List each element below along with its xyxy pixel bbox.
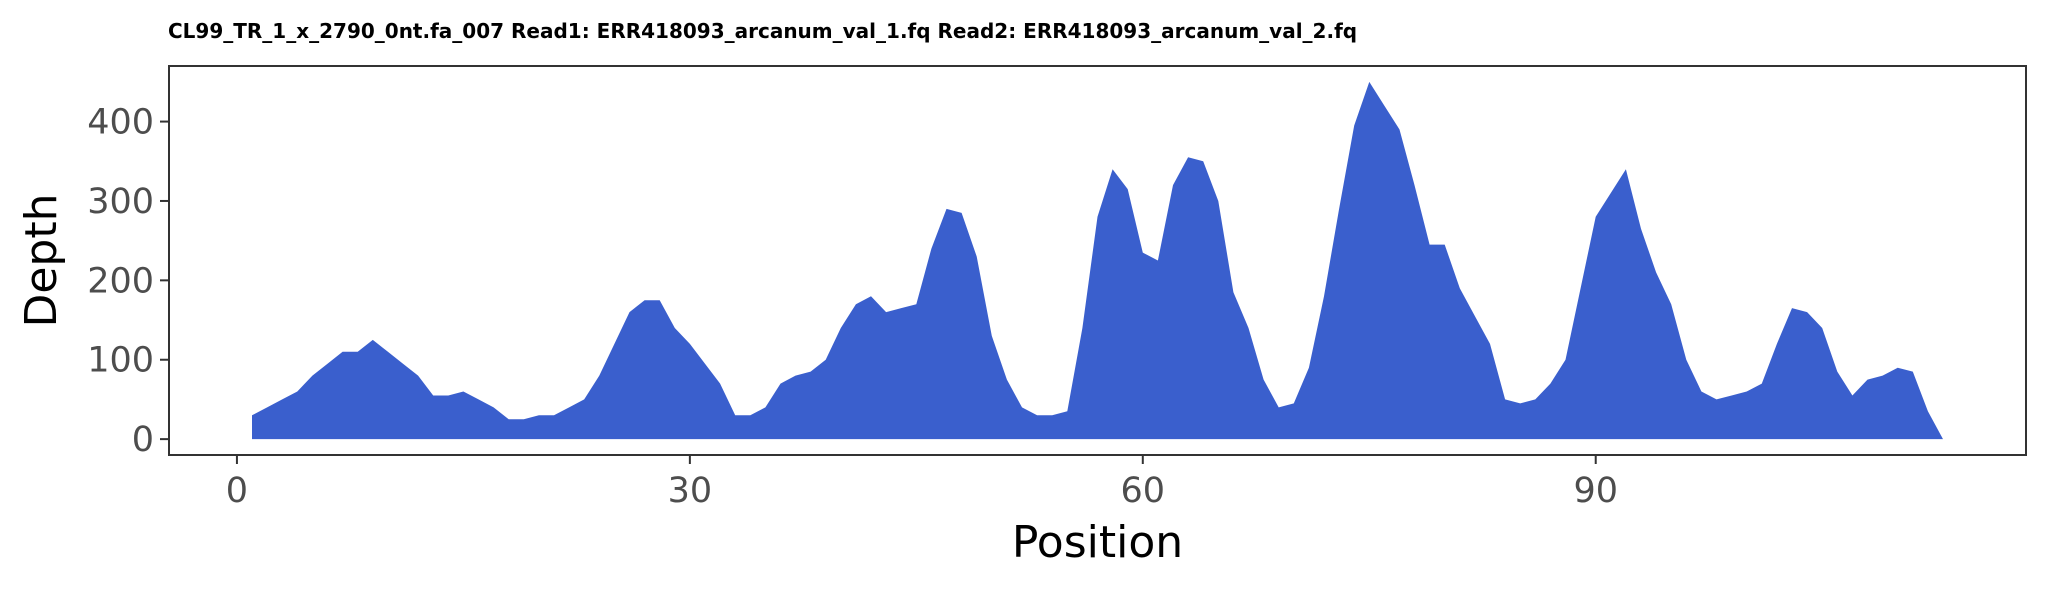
y-tick-label: 400 xyxy=(87,103,154,143)
y-axis-title: Depth xyxy=(16,193,67,327)
x-tick-label: 60 xyxy=(1121,471,1166,511)
y-tick-label: 100 xyxy=(87,341,154,381)
x-tick-label: 90 xyxy=(1573,471,1618,511)
x-tick-label: 30 xyxy=(668,471,713,511)
area-layer xyxy=(252,81,1943,440)
x-axis: 0 30 60 90 xyxy=(226,455,1618,511)
chart-title: CL99_TR_1_x_2790_0nt.fa_007 Read1: ERR41… xyxy=(168,19,1357,43)
y-tick-label: 200 xyxy=(87,261,154,301)
x-axis-title: Position xyxy=(1012,517,1183,568)
depth-area xyxy=(252,81,1943,440)
y-axis: 0 100 200 300 400 xyxy=(87,103,169,460)
y-tick-label: 300 xyxy=(87,182,154,222)
x-tick-label: 0 xyxy=(226,471,248,511)
y-tick-label: 0 xyxy=(132,420,154,460)
